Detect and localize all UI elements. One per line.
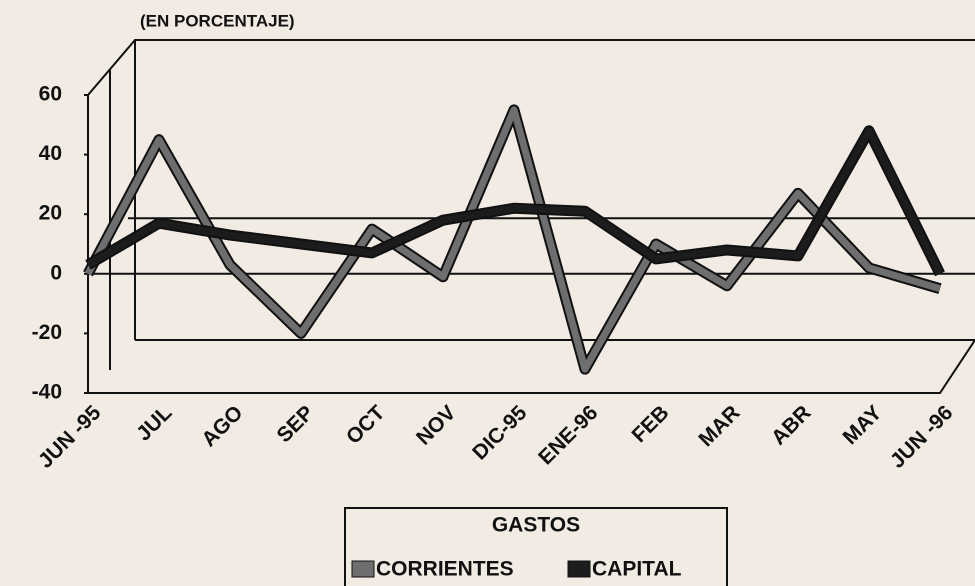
legend-box	[344, 507, 728, 586]
y-tick-label: 20	[39, 202, 62, 225]
y-tick-label: 60	[39, 83, 62, 106]
series-line	[84, 106, 941, 373]
axes-frame	[87, 39, 975, 394]
legend-label: CAPITAL	[592, 558, 682, 581]
legend-swatch	[351, 560, 375, 578]
series-line	[86, 127, 944, 276]
y-tick-label: -40	[32, 381, 62, 404]
y-tick-label: 40	[39, 142, 62, 165]
legend-swatch	[567, 560, 591, 578]
y-tick-label: 0	[50, 261, 62, 284]
legend-title: GASTOS	[492, 514, 580, 537]
legend-label: CORRIENTES	[376, 558, 514, 581]
y-tick-label: -20	[32, 321, 62, 344]
chart-title: (EN PORCENTAJE)	[140, 11, 295, 30]
